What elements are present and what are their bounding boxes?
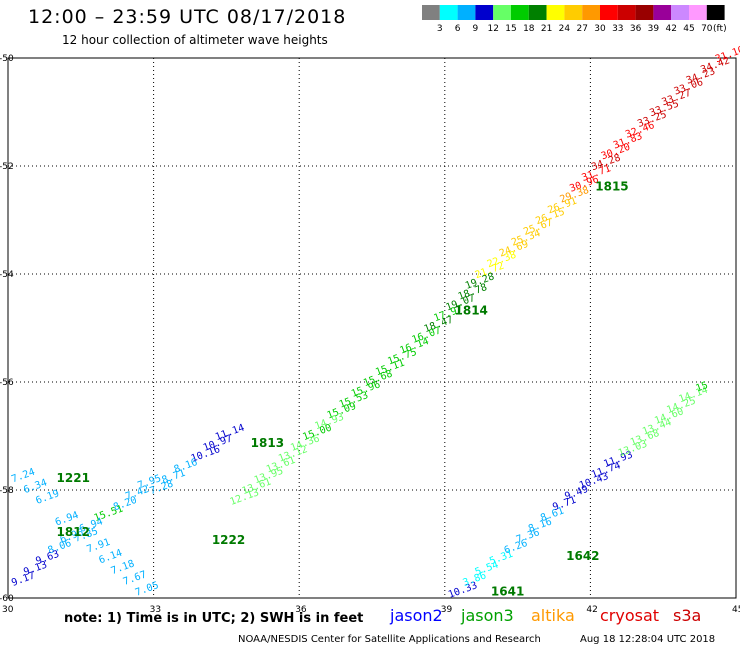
legend-swatch-7 [546,5,565,20]
y-tick--52: -52 [0,162,14,172]
legend-label-8: 27 [576,24,587,34]
y-tick--56: -56 [0,378,14,388]
legend-label-13: 42 [665,24,676,34]
legend-label-2: 9 [473,24,479,34]
pass-labels: 1815 1814 1813 1221 1812 1222 1642 1641 [57,179,629,598]
x-tick-39: 39 [441,605,453,615]
sat-s3a: s3a [673,606,702,625]
legend-label-15: 70 [701,24,713,34]
legend-swatch-4 [493,5,511,20]
legend-label-5: 18 [523,24,535,34]
legend-label-7: 24 [559,24,571,34]
legend-label-12: 39 [648,24,660,34]
sat-jason2: jason2 [390,606,443,625]
timestamp-text: Aug 18 12:28:04 UTC 2018 [580,634,716,645]
legend-unit: (ft) [713,24,727,34]
x-tick-45: 45 [732,605,740,615]
legend-label-6: 21 [541,24,552,34]
x-tick-33: 33 [150,605,161,615]
chart-subtitle: 12 hour collection of altimeter wave hei… [62,33,328,47]
sat-cryosat: cryosat [600,606,660,625]
legend-swatch-13 [653,5,672,20]
credit-text: NOAA/NESDIS Center for Satellite Applica… [238,634,541,645]
legend-label-0: 3 [437,24,443,34]
legend-swatch-2 [457,5,476,20]
legend-swatch-16 [706,5,725,20]
legend-swatch-14 [671,5,689,20]
pass-1641: 1641 [491,584,524,598]
legend-swatch-8 [564,5,583,20]
pass-1815: 1815 [595,179,628,193]
plot-grid [7,57,737,599]
legend-label-14: 45 [683,24,694,34]
swh-label-92: 15 [694,380,709,394]
legend-label-4: 15 [505,24,516,34]
footer-note: note: 1) Time is in UTC; 2) SWH is in fe… [64,611,364,626]
legend-swatch-10 [600,5,618,20]
legend-swatch-3 [475,5,494,20]
pass-1814: 1814 [455,304,488,318]
legend-swatch-0 [422,5,440,20]
swh-label-57: 9.17 [10,570,36,589]
axis-ticks: 30 33 36 39 42 45 -50 -52 -54 -56 -58 -60 [0,54,740,615]
pass-1812: 1812 [57,525,90,539]
y-tick--60: -60 [0,594,14,604]
pass-1813: 1813 [251,436,284,450]
legend-label-9: 30 [594,24,606,34]
chart-title: 12:00 – 23:59 UTC 08/17/2018 [28,6,347,28]
y-tick--50: -50 [0,54,14,64]
pass-1222: 1222 [212,533,245,547]
x-tick-36: 36 [295,605,307,615]
sat-jason3: jason3 [461,606,514,625]
legend-label-1: 6 [455,24,461,34]
y-tick--58: -58 [0,486,14,496]
pass-1221: 1221 [57,471,90,485]
legend-swatch-1 [439,5,458,20]
plot-frame [7,57,737,599]
legend-label-3: 12 [487,24,498,34]
legend-swatch-15 [689,5,707,20]
legend-swatch-9 [582,5,600,20]
legend-swatch-12 [635,5,654,20]
x-tick-30: 30 [2,605,14,615]
x-tick-42: 42 [586,605,597,615]
color-legend: 3 6 9 12 15 18 21 24 27 30 33 36 39 42 45 70 (ft) [422,5,727,34]
legend-label-11: 36 [630,24,642,34]
legend-swatch-6 [528,5,547,20]
legend-swatch-5 [511,5,529,20]
data-labels: 31.1034.4234.2333.0633.2733.5533.2532.46… [10,45,740,601]
legend-label-10: 33 [612,24,623,34]
sat-altika: altika [531,606,575,625]
legend-swatch-11 [617,5,636,20]
pass-1642: 1642 [566,549,599,563]
y-tick--54: -54 [0,270,14,280]
